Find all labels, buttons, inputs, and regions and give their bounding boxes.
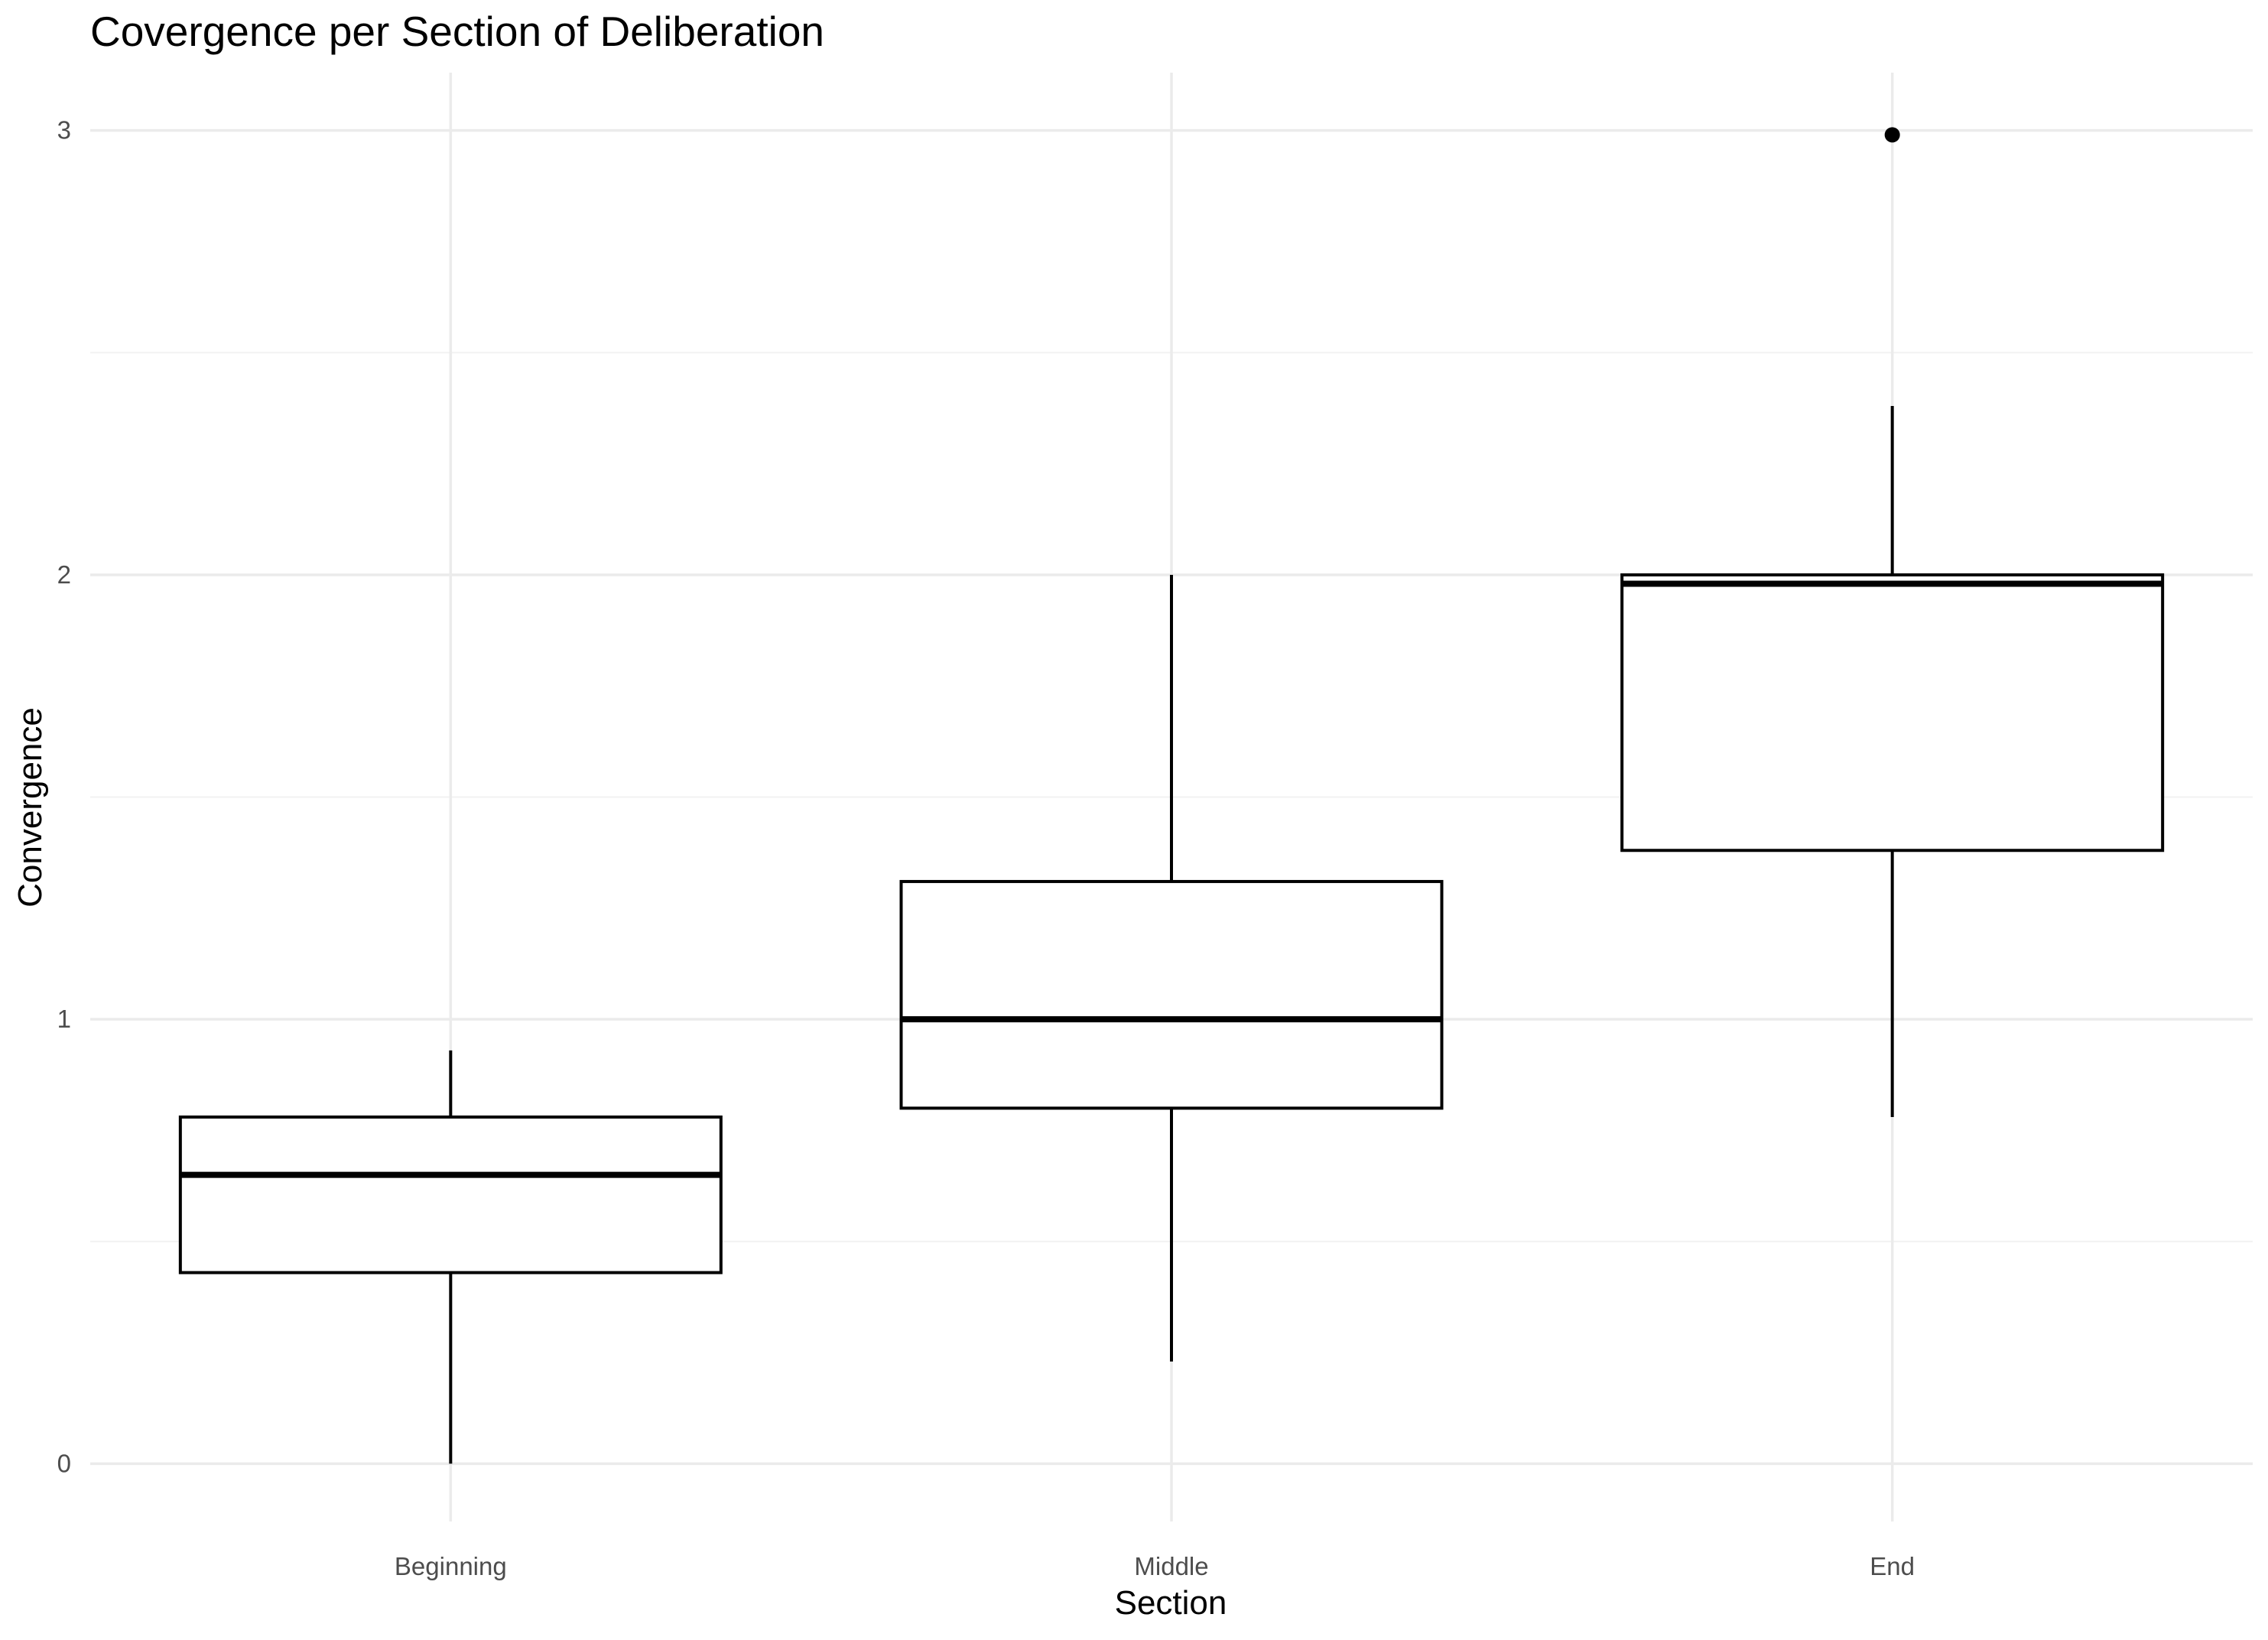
y-tick-label: 2 [57,560,71,589]
box-iqr [1620,573,2165,852]
y-tick-label: 3 [57,116,71,145]
y-tick-label: 1 [57,1005,71,1033]
x-axis-title: Section [1115,1584,1227,1622]
y-axis-title: Convergence [11,707,49,908]
x-tick-label: Middle [1134,1552,1208,1580]
chart-title: Covergence per Section of Deliberation [90,8,824,55]
plot-area [178,127,2165,1464]
box-iqr [899,879,1444,1110]
axes: 0 1 2 3 Beginning Middle End [57,116,1915,1580]
boxplot-beginning [178,1050,723,1464]
x-tick-label: End [1870,1552,1915,1580]
x-tick-label: Beginning [395,1552,507,1580]
boxplot-middle [899,574,1444,1362]
y-tick-label: 0 [57,1449,71,1477]
box-iqr [178,1116,723,1275]
outlier-point [1884,127,1900,143]
boxplot-end [1620,127,2165,1118]
